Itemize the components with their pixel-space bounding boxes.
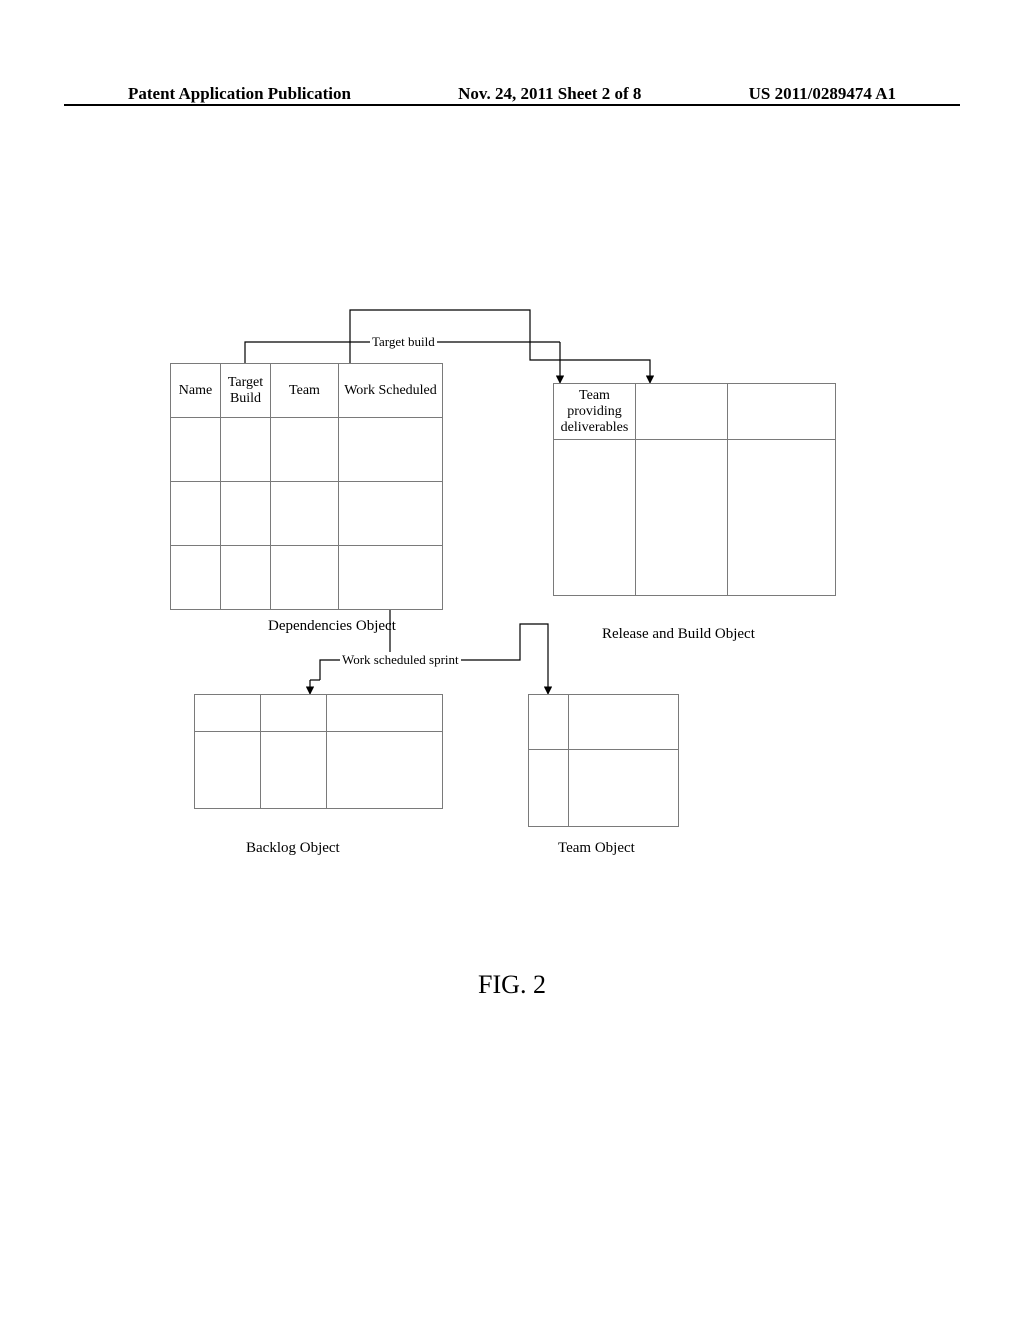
rel-col-team-deliverables: Team providing deliverables bbox=[554, 384, 636, 440]
backlog-caption: Backlog Object bbox=[246, 840, 340, 857]
rel-col-2 bbox=[636, 384, 728, 440]
backlog-table bbox=[194, 694, 443, 809]
dep-col-target-build: Target Build bbox=[221, 364, 271, 418]
dep-col-name: Name bbox=[171, 364, 221, 418]
rel-col-3 bbox=[728, 384, 836, 440]
figure-caption: FIG. 2 bbox=[0, 970, 1024, 1000]
team-caption: Team Object bbox=[558, 840, 635, 857]
header-center: Nov. 24, 2011 Sheet 2 of 8 bbox=[458, 84, 641, 104]
connector-label-work-scheduled-sprint: Work scheduled sprint bbox=[340, 652, 461, 668]
dependencies-caption: Dependencies Object bbox=[268, 618, 396, 635]
header-right: US 2011/0289474 A1 bbox=[749, 84, 896, 104]
dep-col-team: Team bbox=[271, 364, 339, 418]
header-rule bbox=[64, 104, 960, 106]
connector-label-target-build: Target build bbox=[370, 334, 437, 350]
header-left: Patent Application Publication bbox=[128, 84, 351, 104]
connector-lines bbox=[0, 0, 1024, 1320]
release-build-table: Team providing deliverables bbox=[553, 383, 836, 596]
team-table bbox=[528, 694, 679, 827]
page-header: Patent Application Publication Nov. 24, … bbox=[0, 84, 1024, 104]
release-build-caption: Release and Build Object bbox=[602, 626, 755, 643]
dep-col-work-scheduled: Work Scheduled bbox=[339, 364, 443, 418]
dependencies-table: Name Target Build Team Work Scheduled bbox=[170, 363, 443, 610]
